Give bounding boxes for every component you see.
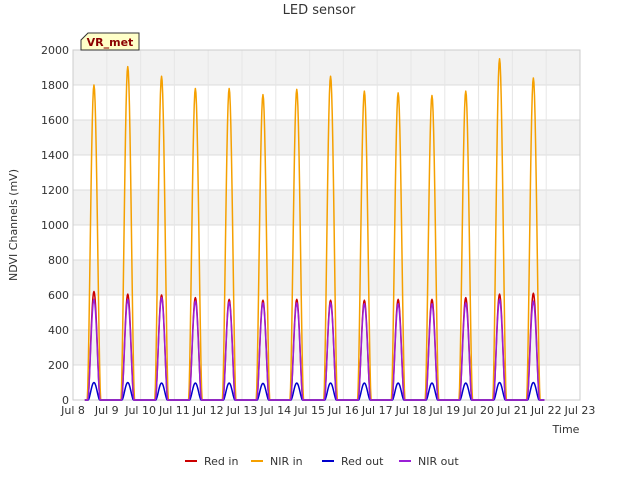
background-band bbox=[73, 120, 580, 155]
x-tick-label: Jul 10 bbox=[124, 404, 156, 417]
x-tick-label: Jul 17 bbox=[361, 404, 393, 417]
x-tick-label: Jul 11 bbox=[158, 404, 190, 417]
background-band bbox=[73, 50, 580, 85]
legend-label-nir-out: NIR out bbox=[418, 455, 459, 468]
y-tick-label: 1400 bbox=[41, 149, 69, 162]
x-tick-label: Jul 12 bbox=[192, 404, 224, 417]
x-tick-label: Jul 18 bbox=[395, 404, 427, 417]
y-tick-label: 600 bbox=[48, 289, 69, 302]
x-tick-label: Jul 21 bbox=[496, 404, 528, 417]
series-lines bbox=[84, 58, 545, 401]
y-axis-label: NDVI Channels (mV) bbox=[7, 169, 20, 281]
x-tick-label: Jul 13 bbox=[226, 404, 258, 417]
y-tick-label: 1600 bbox=[41, 114, 69, 127]
x-tick-label: Jul 15 bbox=[293, 404, 325, 417]
x-axis-label: Time bbox=[552, 423, 580, 436]
legend: Red in NIR in Red out NIR out bbox=[185, 455, 459, 468]
y-tick-labels: 0 200 400 600 800 1000 1200 1400 1600 1800 2000 bbox=[41, 44, 69, 407]
y-tick-label: 0 bbox=[62, 394, 69, 407]
y-tick-label: 400 bbox=[48, 324, 69, 337]
x-tick-label: Jul 22 bbox=[530, 404, 562, 417]
x-tick-label: Jul 8 bbox=[60, 404, 85, 417]
plot-background-bands bbox=[73, 50, 580, 365]
y-tick-label: 1000 bbox=[41, 219, 69, 232]
x-tick-label: Jul 16 bbox=[327, 404, 359, 417]
y-tick-label: 800 bbox=[48, 254, 69, 267]
y-tick-label: 200 bbox=[48, 359, 69, 372]
x-tick-labels: Jul 8 Jul 9 Jul 10 Jul 11 Jul 12 Jul 13 Jul 14… bbox=[60, 404, 595, 417]
series-line-nir-out bbox=[84, 296, 545, 401]
x-tick-label: Jul 19 bbox=[428, 404, 460, 417]
station-tag-label: VR_met bbox=[87, 36, 134, 49]
plot-frame bbox=[72, 49, 581, 401]
legend-label-red-out: Red out bbox=[341, 455, 384, 468]
x-tick-label: Jul 20 bbox=[462, 404, 494, 417]
y-tick-label: 1800 bbox=[41, 79, 69, 92]
y-tick-label: 2000 bbox=[41, 44, 69, 57]
legend-label-red-in: Red in bbox=[204, 455, 238, 468]
x-tick-label: Jul 14 bbox=[259, 404, 291, 417]
chart-title: LED sensor bbox=[283, 3, 356, 18]
x-tick-label: Jul 23 bbox=[564, 404, 596, 417]
legend-label-nir-in: NIR in bbox=[270, 455, 303, 468]
y-tick-label: 1200 bbox=[41, 184, 69, 197]
x-tick-label: Jul 9 bbox=[94, 404, 119, 417]
station-tag: VR_met bbox=[80, 32, 140, 51]
